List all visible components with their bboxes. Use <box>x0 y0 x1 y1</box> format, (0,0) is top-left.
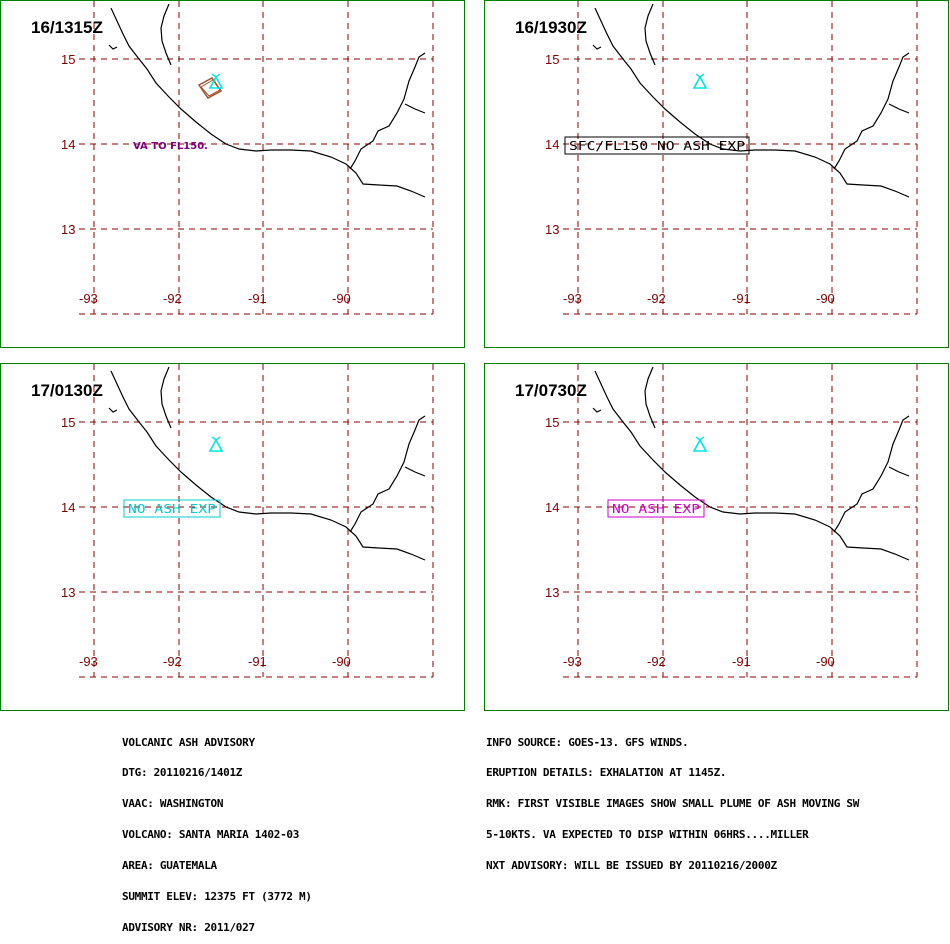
remark-line: ERUPTION DETAILS: EXHALATION AT 1145Z. <box>486 766 727 780</box>
coastline <box>110 370 426 561</box>
longitude-label: -93 <box>563 654 582 669</box>
panel-time-label: 17/0730Z <box>515 381 587 400</box>
border-line <box>592 44 602 50</box>
latitude-label: 15 <box>61 52 75 67</box>
advisory-header-block: VOLCANIC ASH ADVISORY DTG: 20110216/1401… <box>122 717 312 944</box>
longitude-label: -91 <box>732 291 751 306</box>
longitude-label: -90 <box>816 654 835 669</box>
latitude-label: 13 <box>61 585 75 600</box>
border-line <box>833 52 910 170</box>
volcano-triangle-icon <box>692 73 708 89</box>
advisory-line: VOLCANIC ASH ADVISORY <box>122 735 255 749</box>
panel-time-label: 16/1930Z <box>515 18 587 37</box>
volcano-triangle-icon <box>692 436 708 452</box>
longitude-label: -90 <box>332 291 351 306</box>
longitude-label: -92 <box>163 291 182 306</box>
panel-time-label: 17/0130Z <box>31 381 103 400</box>
longitude-label: -92 <box>647 291 666 306</box>
border-line <box>160 3 172 66</box>
volcano-triangle-icon <box>208 436 224 452</box>
ash-annotation: NO ASH EXP <box>612 502 700 516</box>
border-line <box>404 466 426 477</box>
ash-annotation: VA TO FL150. <box>133 141 208 152</box>
coastline <box>110 7 426 198</box>
coastline <box>594 370 910 561</box>
forecast-panel-3: 15 14 13 -93 -92 -91 -90 NO ASH EXP 17/0130Z <box>0 363 465 711</box>
advisory-remarks-block: INFO SOURCE: GOES-13. GFS WINDS. ERUPTIO… <box>486 717 859 882</box>
panel-time-label: 16/1315Z <box>31 18 103 37</box>
forecast-panel-2: 15 14 13 -93 -92 -91 -90 SFC/FL150 NO ASH EXP 1… <box>484 0 949 348</box>
remark-line: 5-10KTS. VA EXPECTED TO DISP WITHIN 06HR… <box>486 828 809 842</box>
latitude-label: 13 <box>545 585 559 600</box>
coastline <box>594 7 910 198</box>
forecast-panel-1: 15 14 13 -93 -92 -91 -90 VA TO FL150. 16/1315Z <box>0 0 465 348</box>
ash-annotation: SFC/FL150 NO ASH EXP <box>569 139 745 153</box>
border-line <box>404 103 426 114</box>
border-line <box>592 407 602 413</box>
annotation-box <box>607 499 705 518</box>
longitude-label: -91 <box>248 291 267 306</box>
longitude-label: -93 <box>79 654 98 669</box>
border-line <box>160 366 172 429</box>
border-line <box>644 3 656 66</box>
ash-annotation: NO ASH EXP <box>128 502 216 516</box>
remark-line: RMK: FIRST VISIBLE IMAGES SHOW SMALL PLU… <box>486 797 860 811</box>
ash-cloud-polygon <box>197 77 223 99</box>
map-canvas: 15 14 13 -93 -92 -91 -90 NO ASH EXP <box>61 364 434 678</box>
remark-line: INFO SOURCE: GOES-13. GFS WINDS. <box>486 735 689 749</box>
advisory-line: VOLCANO: SANTA MARIA 1402-03 <box>122 828 300 842</box>
advisory-line: AREA: GUATEMALA <box>122 859 217 873</box>
map-canvas: 15 14 13 -93 -92 -91 -90 SFC/FL150 NO ASH EXP <box>545 1 918 315</box>
longitude-label: -93 <box>79 291 98 306</box>
advisory-line: VAAC: WASHINGTON <box>122 797 224 811</box>
border-line <box>349 415 426 533</box>
latitude-label: 15 <box>545 415 559 430</box>
longitude-label: -92 <box>647 654 666 669</box>
advisory-line: DTG: 20110216/1401Z <box>122 766 243 780</box>
border-line <box>888 103 910 114</box>
latitude-label: 13 <box>545 222 559 237</box>
border-line <box>644 366 656 429</box>
map-canvas: 15 14 13 -93 -92 -91 -90 NO ASH EXP <box>545 364 918 678</box>
longitude-label: -90 <box>332 654 351 669</box>
longitude-label: -92 <box>163 654 182 669</box>
latitude-label: 14 <box>545 500 559 515</box>
border-line <box>108 44 118 50</box>
forecast-panel-4: 15 14 13 -93 -92 -91 -90 NO ASH EXP 17/0730Z <box>484 363 949 711</box>
longitude-label: -91 <box>248 654 267 669</box>
border-line <box>349 52 426 170</box>
longitude-label: -90 <box>816 291 835 306</box>
annotation-box <box>123 499 221 518</box>
longitude-label: -93 <box>563 291 582 306</box>
annotation-box <box>564 136 750 155</box>
map-canvas: 15 14 13 -93 -92 -91 -90 VA TO FL150. <box>61 1 434 315</box>
latitude-label: 15 <box>545 52 559 67</box>
remark-line: NXT ADVISORY: WILL BE ISSUED BY 20110216… <box>486 859 777 873</box>
ash-cloud-polygon-inner <box>200 79 221 97</box>
latitude-label: 14 <box>545 137 559 152</box>
advisory-line: SUMMIT ELEV: 12375 FT (3772 M) <box>122 890 312 904</box>
border-line <box>888 466 910 477</box>
border-line <box>108 407 118 413</box>
volcano-triangle-icon <box>208 73 224 89</box>
advisory-line: ADVISORY NR: 2011/027 <box>122 920 255 934</box>
latitude-label: 13 <box>61 222 75 237</box>
latitude-label: 14 <box>61 137 75 152</box>
border-line <box>833 415 910 533</box>
longitude-label: -91 <box>732 654 751 669</box>
latitude-label: 14 <box>61 500 75 515</box>
latitude-label: 15 <box>61 415 75 430</box>
